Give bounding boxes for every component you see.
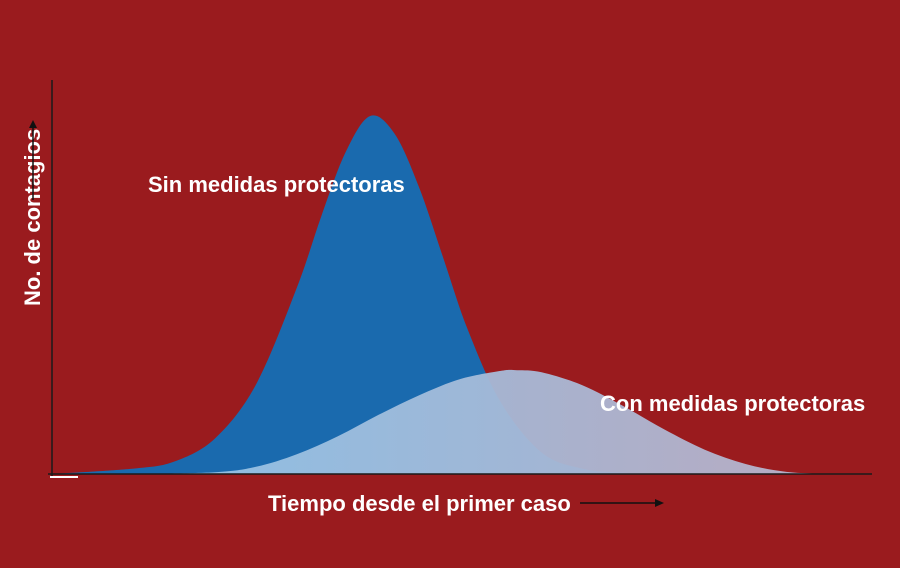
y-axis-arrow-icon (29, 120, 37, 128)
x-axis-arrow-icon (655, 499, 664, 507)
series-area-sin-medidas (52, 115, 787, 474)
series-area-con-medidas (133, 369, 828, 474)
series-label-sin-medidas: Sin medidas protectoras (148, 172, 405, 197)
plot-area (52, 115, 828, 474)
series-label-con-medidas: Con medidas protectoras (600, 391, 865, 416)
x-axis-title: Tiempo desde el primer caso (268, 491, 571, 516)
